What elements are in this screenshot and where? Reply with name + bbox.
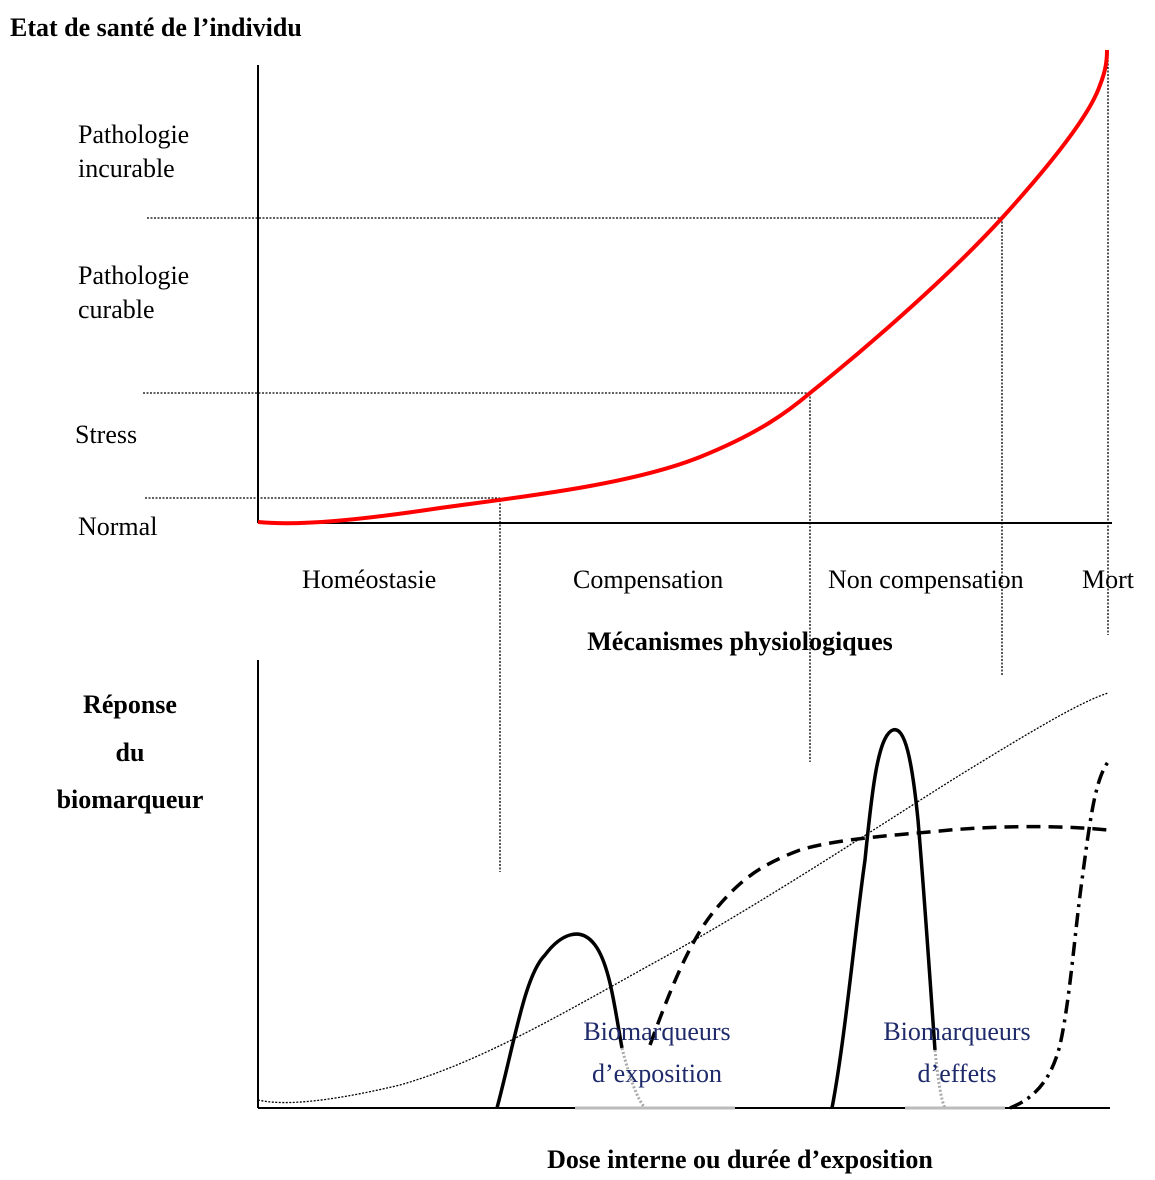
effects-label: d’effets xyxy=(918,1059,997,1088)
title: Etat de santé de l’individu xyxy=(10,13,302,42)
effects-peak xyxy=(830,728,937,1109)
dashed-curve xyxy=(648,824,1109,1046)
exposure-label: d’exposition xyxy=(592,1059,722,1088)
exposure-label: Biomarqueurs xyxy=(583,1017,730,1046)
response-label: du xyxy=(116,738,145,767)
exposure-peak xyxy=(495,932,624,1109)
phases-axis-label: Mécanismes physiologiques xyxy=(587,627,893,656)
response-label: biomarqueur xyxy=(57,785,204,814)
level-label: Normal xyxy=(78,512,157,541)
response-label: Réponse xyxy=(83,690,177,719)
faded-tail xyxy=(933,1049,947,1109)
dash-dot-curve xyxy=(1009,760,1110,1110)
phase-label: Homéostasie xyxy=(302,565,436,594)
x-axis-label: Dose interne ou durée d’exposition xyxy=(547,1145,933,1174)
level-label: incurable xyxy=(78,154,175,183)
phase-label: Compensation xyxy=(573,565,723,594)
level-label: Stress xyxy=(75,420,137,449)
phase-label: Mort xyxy=(1082,565,1135,594)
level-label: curable xyxy=(78,295,155,324)
faded-tail xyxy=(620,1047,647,1109)
health-curve xyxy=(257,49,1109,526)
level-label: Pathologie xyxy=(78,120,189,149)
effects-label: Biomarqueurs xyxy=(883,1017,1030,1046)
phase-label: Non compensation xyxy=(828,565,1024,594)
level-label: Pathologie xyxy=(78,261,189,290)
response-curve xyxy=(257,692,1109,1104)
